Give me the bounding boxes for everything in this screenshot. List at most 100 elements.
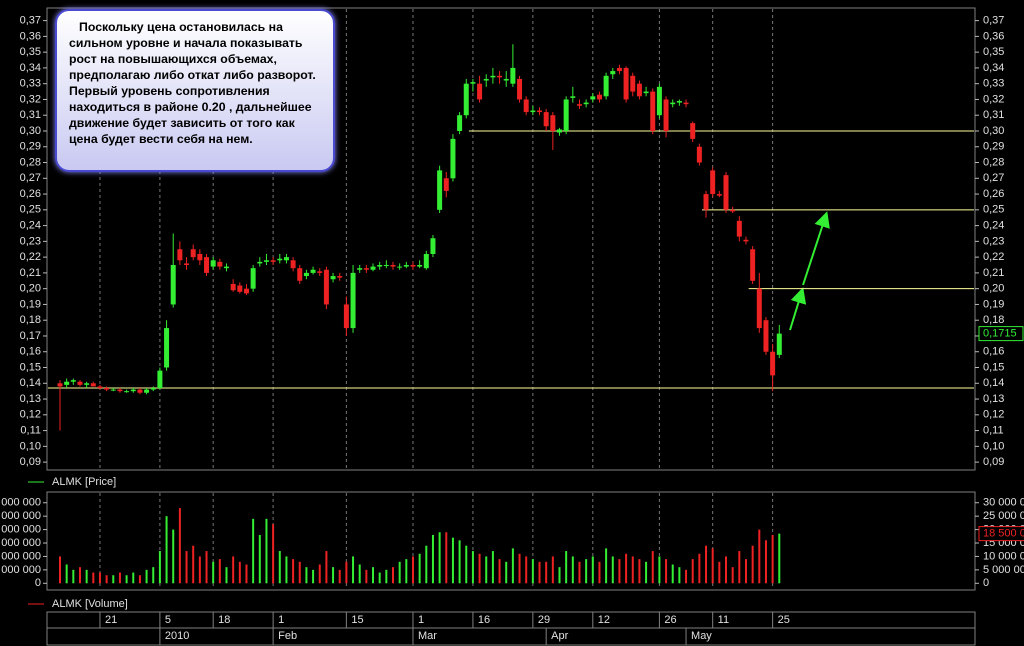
candle-body	[210, 260, 216, 267]
candle-body	[510, 67, 516, 84]
legend-label: ALMK [Price]	[52, 476, 116, 488]
x-tick-label: 25	[778, 614, 790, 626]
candle-body	[144, 389, 150, 393]
y-tick-label: 0,23	[983, 235, 1004, 247]
volume-bar	[205, 551, 208, 584]
volume-bar	[738, 551, 741, 584]
y-tick-label: 0,34	[983, 62, 1004, 74]
candle-body	[377, 265, 383, 267]
y-tick-label: 0,27	[983, 172, 1004, 184]
y-tick-label: 0,15	[20, 361, 41, 373]
volume-bar	[651, 551, 654, 584]
candle-body	[603, 75, 609, 97]
volume-bar	[152, 567, 155, 584]
volume-bar	[198, 556, 201, 584]
candle-body	[690, 123, 696, 139]
candle-body	[470, 82, 476, 84]
volume-bar	[112, 575, 115, 584]
candle-body	[430, 238, 436, 254]
volume-bar	[525, 556, 528, 584]
candle-body	[457, 115, 463, 131]
y-tick-label: 0,14	[20, 377, 41, 389]
volume-bar	[118, 572, 121, 584]
y-tick-label: 0,10	[20, 440, 41, 452]
candle-body	[410, 265, 416, 267]
volume-bar	[611, 556, 614, 584]
volume-bar	[105, 575, 108, 584]
volume-bar	[158, 551, 161, 584]
volume-bar	[132, 572, 135, 584]
y-tick-label: 0,20	[983, 283, 1004, 295]
last-volume-box	[978, 526, 1024, 542]
last-price-box	[978, 326, 1024, 342]
y-tick-label: 0,17	[20, 330, 41, 342]
candle-body	[563, 99, 569, 131]
candle-body	[557, 129, 562, 133]
y-tick-label: 0,23	[20, 235, 41, 247]
y-tick-label: 0,33	[983, 78, 1004, 90]
candle-body	[537, 110, 543, 113]
y-tick-label: 0,25	[20, 204, 41, 216]
month-label: Feb	[278, 630, 297, 642]
candle-body	[224, 266, 229, 269]
volume-bar	[318, 564, 321, 584]
candle-body	[390, 265, 396, 267]
candle-body	[317, 271, 323, 273]
volume-bar	[591, 556, 594, 584]
candle-body	[330, 276, 336, 280]
volume-bar	[445, 532, 448, 584]
y-tick-label: 0,21	[20, 267, 41, 279]
last-price-label: 0,1715	[983, 328, 1017, 340]
candle-body	[350, 272, 356, 329]
y-tick-label: 10 000 000	[983, 550, 1024, 562]
volume-bar	[551, 556, 554, 584]
volume-bar	[725, 556, 727, 584]
candle-body	[463, 83, 469, 116]
candle-body	[197, 253, 203, 261]
candle-body	[230, 283, 236, 291]
y-tick-label: 0,37	[20, 15, 41, 27]
x-tick-label: 29	[538, 614, 550, 626]
arrow	[802, 211, 830, 286]
x-tick-label: 5	[165, 614, 171, 626]
candle-body	[397, 266, 403, 268]
volume-bar	[458, 540, 461, 584]
x-tick-label: 12	[598, 614, 610, 626]
candle-body	[190, 249, 196, 258]
candle-body	[523, 99, 529, 113]
volume-bar	[258, 534, 261, 584]
candle-body	[84, 383, 90, 385]
y-tick-label: 0,28	[20, 156, 41, 168]
candle-body	[250, 268, 256, 289]
volume-bar	[645, 561, 648, 584]
volume-bar	[518, 553, 521, 584]
volume-bar	[332, 567, 335, 584]
candle-body	[283, 257, 289, 261]
volume-bar	[245, 564, 248, 584]
volume-bar	[605, 548, 608, 584]
candle-body	[423, 253, 429, 269]
y-tick-label: 0,35	[983, 46, 1004, 58]
candle-body	[257, 261, 263, 264]
y-tick-label: 0,36	[20, 30, 41, 42]
volume-bar	[232, 556, 235, 584]
volume-bar	[678, 567, 681, 584]
y-tick-label: 0,30	[983, 125, 1004, 137]
candle-body	[177, 249, 183, 261]
annotation: Поскольку цена остановилась на сильном у…	[55, 9, 335, 172]
volume-bar	[145, 569, 148, 584]
candle-body	[343, 304, 349, 329]
y-tick-label: 0,18	[20, 314, 41, 326]
candle-body	[117, 389, 123, 392]
candle-body	[184, 263, 190, 266]
x-tick-label: 1	[278, 614, 284, 626]
candle-body	[403, 265, 409, 267]
y-tick-label: 0,22	[20, 251, 41, 263]
candle-body	[443, 178, 449, 191]
candle-body	[310, 269, 316, 273]
x-tick-label: 16	[478, 614, 490, 626]
y-tick-label: 0,15	[983, 361, 1004, 373]
y-tick-label: 0,19	[20, 298, 41, 310]
volume-bar	[685, 569, 688, 584]
